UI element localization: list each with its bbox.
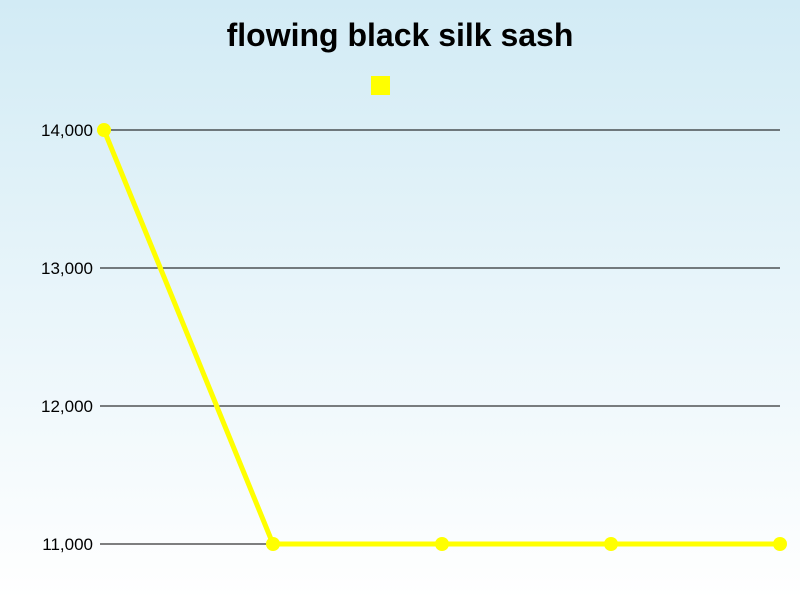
y-tick-label: 14,000 (41, 121, 93, 140)
gridlines (100, 129, 780, 545)
y-tick-label: 11,000 (42, 535, 93, 554)
chart-title: flowing black silk sash (227, 17, 574, 53)
y-axis-tick-labels: 11,000 12,000 13,000 14,000 (41, 121, 93, 554)
legend-swatch (371, 76, 390, 95)
data-point (604, 537, 618, 551)
data-point (435, 537, 449, 551)
data-point (97, 123, 111, 137)
series-group (97, 123, 787, 551)
data-point (266, 537, 280, 551)
data-point (773, 537, 787, 551)
y-tick-label: 13,000 (41, 259, 93, 278)
series-line (101, 127, 783, 547)
y-tick-label: 12,000 (41, 397, 93, 416)
legend (371, 76, 390, 95)
